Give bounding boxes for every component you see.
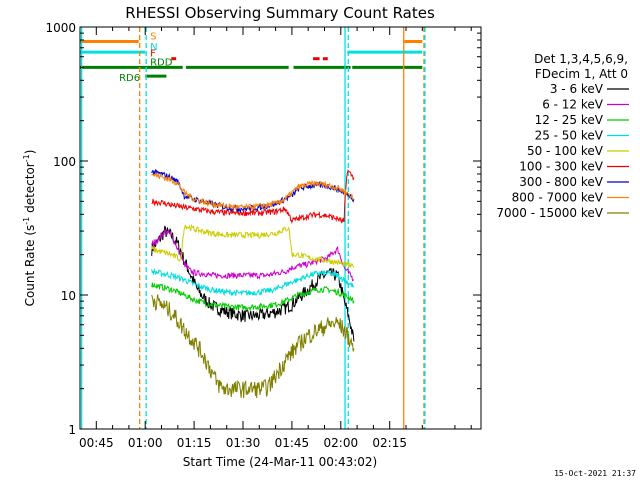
legend-header-1: Det 1,3,4,5,6,9,: [534, 52, 628, 66]
y-tick-label-2: 100: [53, 155, 76, 169]
x-axis-ticks: 00:45 01:00 01:15 01:30 01:45 02:00 02:15: [79, 27, 472, 450]
y-axis-label-part-3: ): [23, 150, 37, 155]
x-tick-label-6: 02:15: [372, 436, 407, 450]
series-line-4: [151, 223, 355, 269]
flag-s-label: S: [150, 31, 156, 42]
series-line-1: [151, 229, 355, 282]
series-line-8: [151, 294, 355, 399]
legend-label-2: 12 - 25 keV: [535, 113, 604, 127]
legend: Det 1,3,4,5,6,9, FDecim 1, Att 0 3 - 6 k…: [496, 52, 629, 220]
x-tick-label-5: 02:00: [324, 436, 359, 450]
legend-label-0: 3 - 6 keV: [550, 82, 604, 96]
plot-frame: [79, 26, 482, 430]
x-tick-label-3: 01:30: [226, 436, 261, 450]
x-tick-label-4: 01:45: [275, 436, 310, 450]
flag-rd6-label: RD6: [119, 73, 140, 84]
x-tick-label-2: 01:15: [177, 436, 212, 450]
y-axis-label-part-1: Count Rate (s: [23, 225, 37, 307]
legend-label-5: 100 - 300 keV: [519, 160, 603, 174]
y-axis-ticks: 1 10 100 1000: [45, 21, 481, 437]
legend-label-8: 7000 - 15000 keV: [496, 206, 603, 220]
legend-label-7: 800 - 7000 keV: [512, 191, 604, 205]
x-tick-label-0: 00:45: [79, 436, 114, 450]
chart-title: RHESSI Observing Summary Count Rates: [125, 4, 435, 22]
series-line-5: [151, 169, 355, 225]
series-line-2: [151, 282, 355, 312]
series-line-7: [151, 172, 354, 211]
y-axis-label-sup-1: -1: [22, 217, 31, 225]
series-lines: [151, 169, 355, 399]
series-line-0: [151, 225, 355, 342]
vertical-markers: [80, 27, 426, 429]
legend-label-3: 25 - 50 keV: [535, 129, 604, 143]
legend-label-4: 50 - 100 keV: [527, 144, 604, 158]
flag-rdd-label: RDD: [150, 57, 173, 68]
y-axis-label: Count Rate (s-1 detector-1): [22, 150, 37, 307]
x-axis-label: Start Time (24-Mar-11 00:43:02): [183, 455, 377, 469]
flag-n-label: N: [150, 42, 157, 53]
y-axis-label-sup-2: -1: [22, 154, 31, 162]
y-tick-label-1: 10: [61, 289, 76, 303]
x-tick-label-1: 01:00: [128, 436, 163, 450]
y-axis-label-part-2: detector: [23, 162, 37, 217]
legend-header-2: FDecim 1, Att 0: [535, 67, 628, 81]
legend-label-1: 6 - 12 keV: [542, 98, 604, 112]
series-line-3: [151, 267, 355, 297]
legend-label-6: 300 - 800 keV: [519, 175, 603, 189]
generation-timestamp: 15-Oct-2021 21:37: [554, 469, 636, 478]
y-tick-label-3: 1000: [45, 21, 76, 35]
y-tick-label-0: 1: [68, 423, 76, 437]
series-line-6: [151, 169, 355, 213]
flag-f-label: F: [150, 49, 156, 60]
